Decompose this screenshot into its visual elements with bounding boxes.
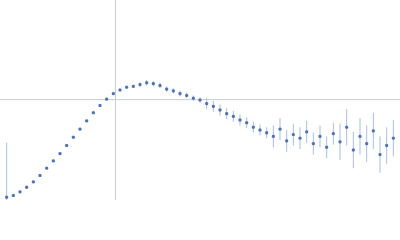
data-point — [91, 111, 95, 115]
data-point — [158, 83, 162, 88]
data-point — [298, 136, 302, 140]
data-point — [251, 125, 255, 129]
data-point — [65, 143, 69, 148]
data-point — [245, 121, 249, 125]
data-point — [198, 98, 202, 102]
data-point — [278, 127, 282, 131]
data-point — [98, 103, 102, 108]
data-point — [378, 152, 382, 157]
data-point — [351, 148, 355, 152]
data-point — [78, 127, 82, 131]
chart — [0, 0, 400, 200]
data-point — [165, 87, 169, 91]
data-point — [45, 166, 49, 170]
data-point — [371, 129, 375, 133]
data-point — [185, 93, 189, 98]
data-point — [345, 125, 349, 129]
data-point — [211, 104, 215, 108]
data-point — [205, 102, 209, 106]
data-point — [238, 118, 242, 122]
data-point — [38, 173, 42, 178]
data-point — [325, 145, 329, 149]
data-point — [338, 140, 342, 144]
data-point — [51, 159, 55, 163]
data-point — [18, 190, 22, 194]
data-point — [178, 92, 182, 96]
page: {"chart_data": {"type": "scatter", "xlim… — [0, 0, 400, 200]
data-point — [391, 136, 395, 140]
data-point — [58, 152, 62, 156]
data-point — [318, 134, 322, 138]
data-point — [25, 185, 29, 189]
data-point — [291, 132, 295, 137]
data-point — [111, 92, 115, 96]
data-point — [331, 132, 335, 136]
data-point — [31, 180, 35, 184]
data-point — [105, 97, 109, 101]
data-point — [218, 108, 222, 112]
data-point — [305, 130, 309, 134]
data-point — [285, 139, 289, 143]
data-point — [151, 82, 155, 86]
data-point — [85, 119, 89, 123]
data-point — [311, 142, 315, 146]
data-point — [125, 85, 129, 89]
data-point — [365, 142, 369, 146]
data-point — [138, 82, 142, 87]
data-point — [271, 134, 275, 138]
data-point — [191, 96, 195, 100]
data-point — [145, 81, 149, 85]
data-point — [358, 134, 362, 138]
data-point — [118, 88, 122, 92]
data-point — [385, 143, 389, 148]
data-point — [265, 131, 269, 135]
data-point — [171, 89, 175, 93]
data-point — [5, 195, 9, 199]
data-point — [258, 128, 262, 132]
data-point — [225, 112, 229, 116]
data-point — [131, 84, 135, 88]
data-point — [231, 114, 235, 118]
data-point — [71, 135, 75, 139]
data-point — [11, 193, 15, 198]
